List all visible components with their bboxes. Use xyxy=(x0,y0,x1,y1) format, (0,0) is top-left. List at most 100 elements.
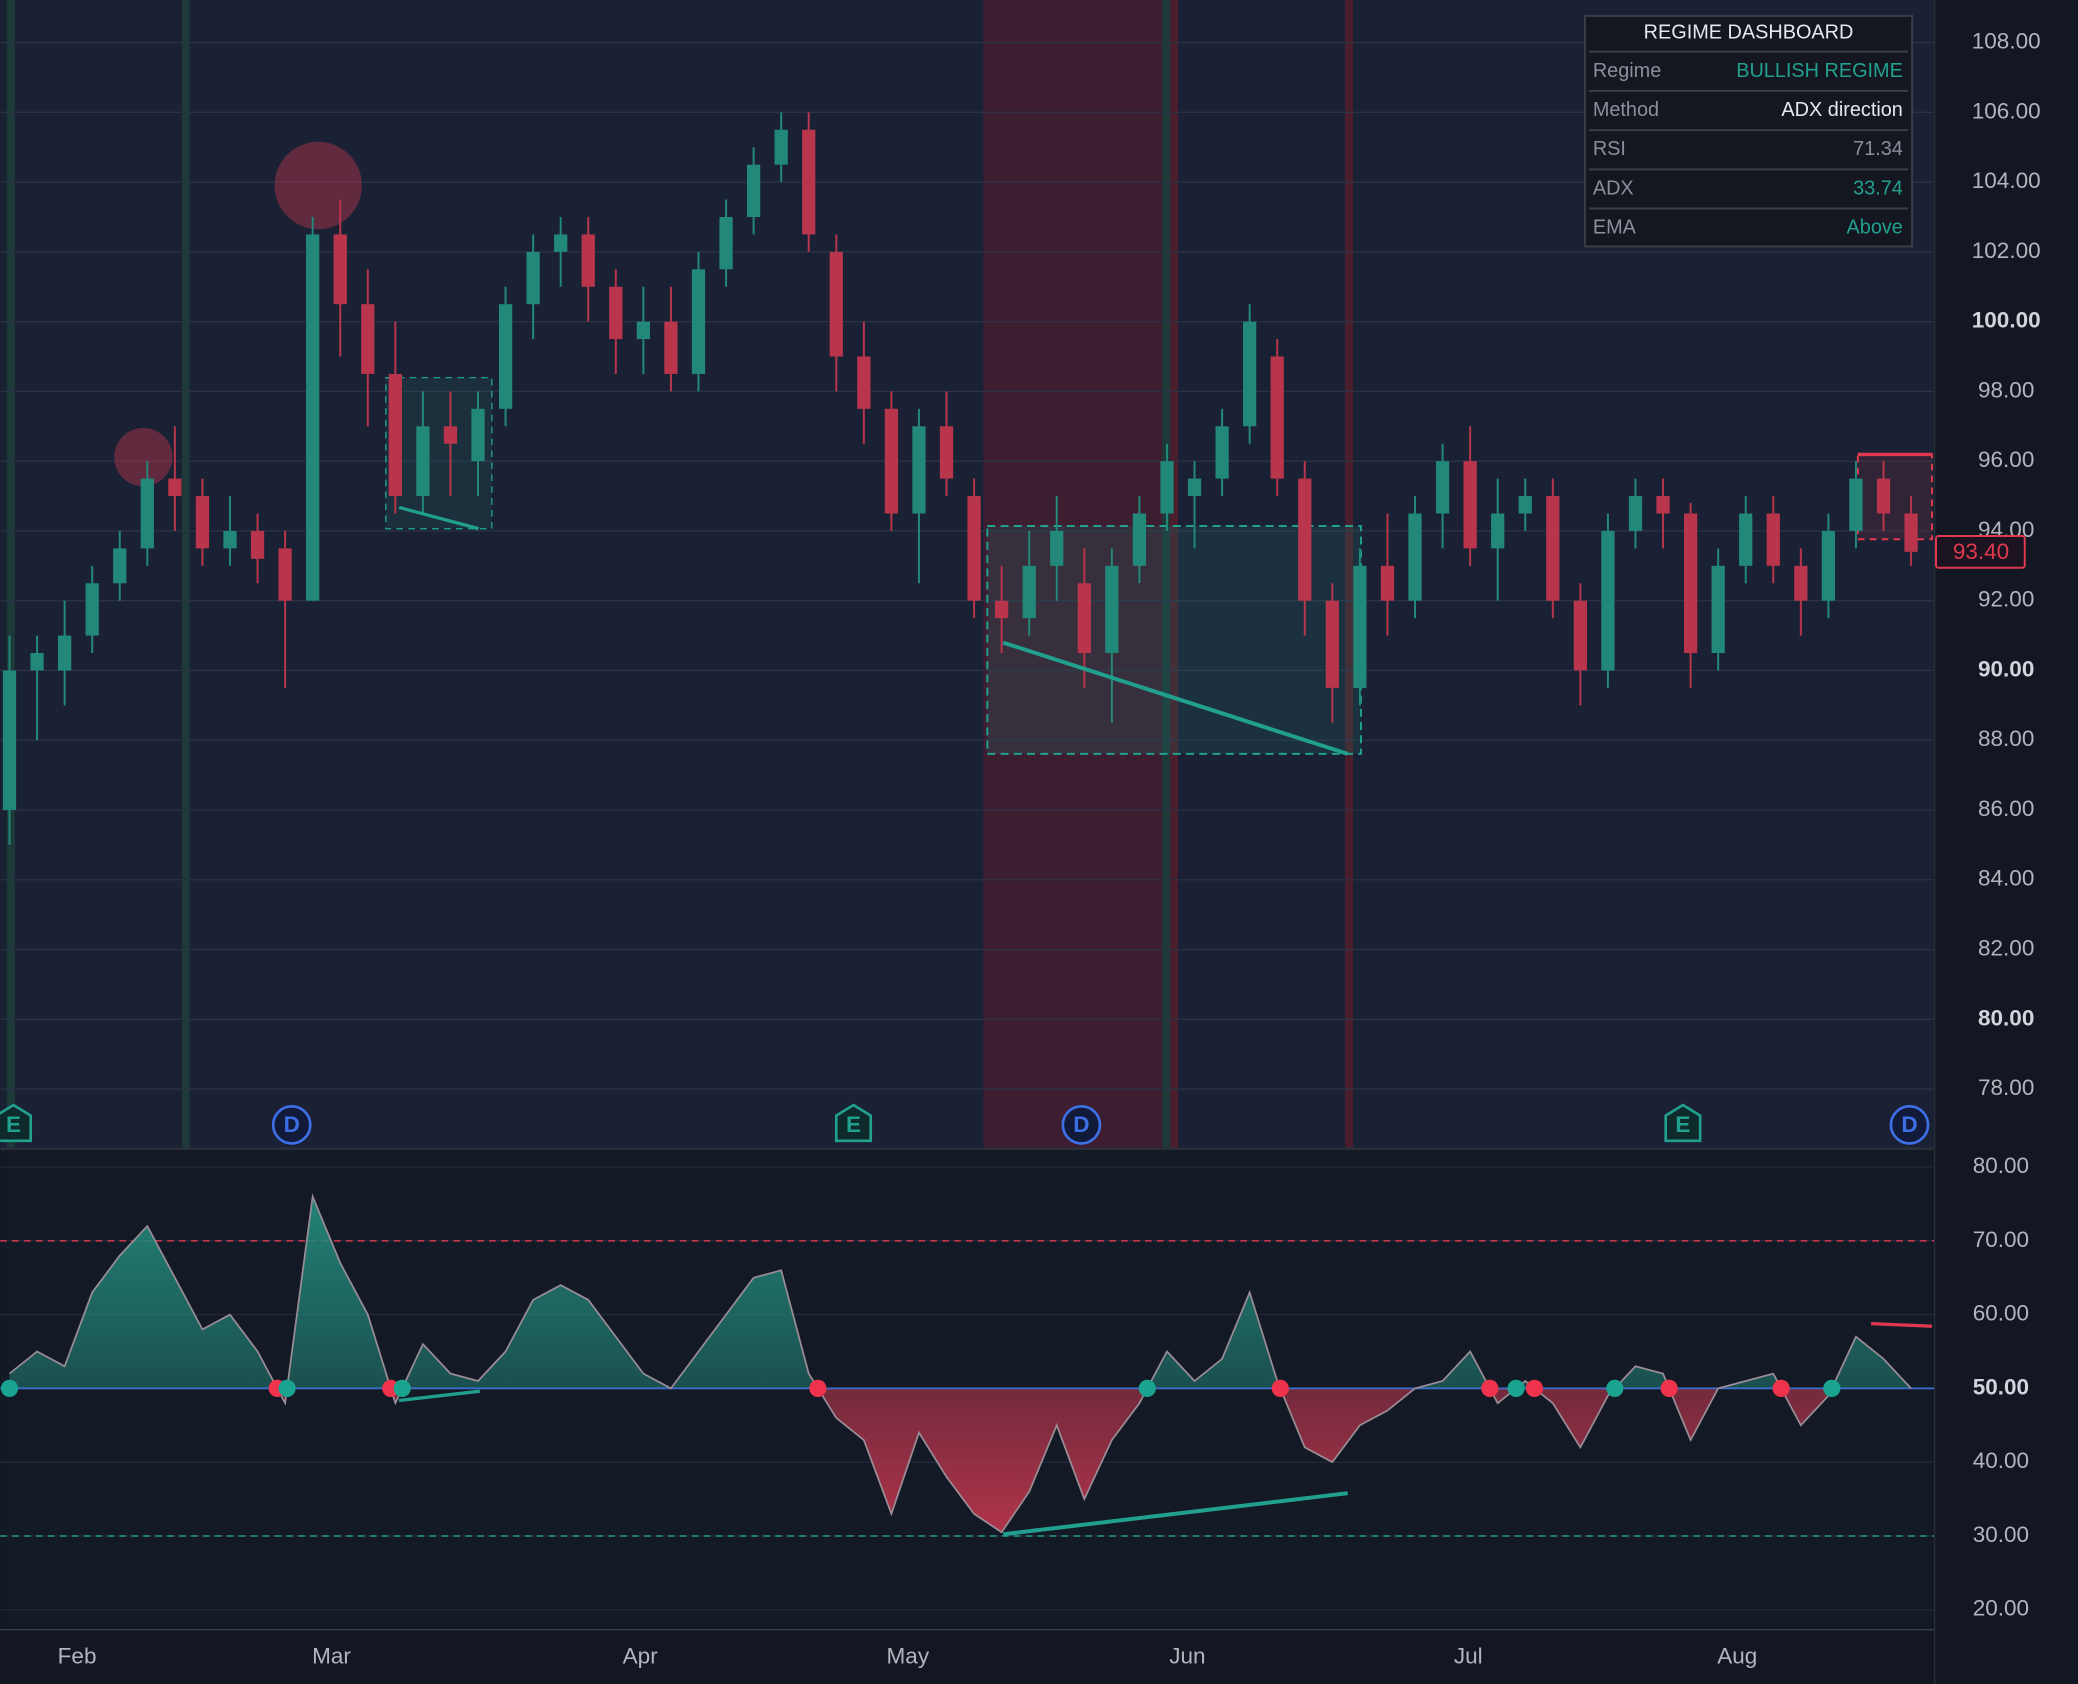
event-label: D xyxy=(1073,1112,1089,1137)
candle-body xyxy=(939,426,954,479)
candle-body xyxy=(2,670,17,811)
cross-signal xyxy=(1138,1379,1156,1397)
candle-body xyxy=(306,234,320,601)
dashboard-title: REGIME DASHBOARD xyxy=(1644,21,1854,43)
divergence-line xyxy=(1870,1321,1933,1328)
y-tick-label: 80.00 xyxy=(1978,1005,2034,1030)
y-tick-label: 108.00 xyxy=(1972,29,2041,54)
cross-signal xyxy=(1660,1379,1678,1397)
y-tick-label: 78.00 xyxy=(1978,1075,2034,1100)
candle-body xyxy=(746,164,761,217)
dashboard-panel xyxy=(1583,14,1914,248)
y-tick-label: 82.00 xyxy=(1978,935,2034,960)
y-tick-label: 30.00 xyxy=(1973,1522,2029,1547)
candle-body xyxy=(1243,321,1257,427)
candle-body xyxy=(1463,461,1477,549)
candle-body xyxy=(1270,356,1284,479)
cross-signal xyxy=(1271,1379,1289,1397)
candle-body xyxy=(388,373,402,497)
cross-signal xyxy=(809,1379,827,1397)
candle-body xyxy=(636,321,650,340)
event-badge xyxy=(834,1103,873,1143)
candle-body xyxy=(1904,513,1918,552)
cross-signal xyxy=(1823,1379,1841,1397)
y-tick-label: 88.00 xyxy=(1978,726,2034,751)
candle-body xyxy=(1325,600,1339,688)
candle-body xyxy=(884,408,899,514)
cross-signal xyxy=(1525,1379,1544,1397)
y-tick-label: 60.00 xyxy=(1973,1301,2029,1326)
dashboard-label: EMA xyxy=(1593,217,1637,239)
candle-body xyxy=(1105,565,1119,654)
cross-signal xyxy=(1606,1379,1624,1397)
cross-signal xyxy=(1507,1379,1525,1397)
candle-body xyxy=(1656,496,1670,514)
event-badge xyxy=(1664,1103,1702,1143)
cross-signal xyxy=(393,1379,411,1397)
candle-body xyxy=(1298,478,1312,601)
candle-body xyxy=(1050,530,1064,566)
dashboard-label: RSI xyxy=(1593,138,1626,160)
event-label: E xyxy=(846,1112,861,1137)
y-tick-label: 40.00 xyxy=(1973,1448,2029,1473)
candle-body xyxy=(1187,478,1202,497)
bearish-regime xyxy=(983,0,1167,1149)
x-tick-label: Apr xyxy=(623,1643,659,1668)
dashboard-value: BULLISH REGIME xyxy=(1736,60,1903,82)
candle-body xyxy=(995,600,1009,619)
divergence-line xyxy=(398,505,479,531)
candle-body xyxy=(1132,513,1147,566)
candle-body xyxy=(912,426,926,514)
candle-body xyxy=(30,653,44,671)
candle-body xyxy=(1849,478,1863,531)
candle-body xyxy=(1628,496,1643,531)
y-tick-label: 90.00 xyxy=(1978,656,2034,681)
candle-body xyxy=(1601,530,1615,671)
y-tick-label: 70.00 xyxy=(1973,1227,2029,1252)
divergence-line xyxy=(1002,640,1349,756)
rsi-area-down xyxy=(9,1388,1912,1533)
candle-body xyxy=(443,426,458,444)
candle-body xyxy=(802,129,816,235)
candle-body xyxy=(1160,461,1174,514)
rsi-line xyxy=(8,1193,1912,1534)
dashboard-value: Above xyxy=(1847,217,1903,239)
candle-body xyxy=(829,251,843,357)
y-tick-label: 98.00 xyxy=(1978,377,2034,402)
event-label: D xyxy=(1901,1112,1917,1137)
event-label: E xyxy=(1675,1112,1690,1137)
candle-body xyxy=(140,478,154,549)
candle-body xyxy=(691,269,706,374)
candle-body xyxy=(58,635,72,671)
candle-body xyxy=(1022,565,1036,619)
y-tick-label: 20.00 xyxy=(1973,1596,2029,1621)
dashboard-value: 71.34 xyxy=(1853,138,1903,160)
candle-body xyxy=(609,286,623,340)
y-tick-label: 86.00 xyxy=(1978,796,2034,821)
dashboard-label: ADX xyxy=(1593,177,1634,199)
candle-body xyxy=(664,321,678,374)
candle-body xyxy=(361,304,375,374)
candle-body xyxy=(1491,513,1505,549)
x-tick-label: Aug xyxy=(1717,1643,1757,1668)
dashboard-value: 33.74 xyxy=(1853,177,1903,199)
candle-body xyxy=(1821,530,1836,601)
cross-signal xyxy=(1772,1379,1790,1397)
x-tick-label: Mar xyxy=(312,1643,351,1668)
candle-body xyxy=(1380,565,1395,601)
y-tick-label: 96.00 xyxy=(1978,447,2034,472)
last-price-tag xyxy=(1934,534,2026,569)
y-tick-label: 102.00 xyxy=(1972,238,2041,263)
x-tick-label: Jun xyxy=(1169,1643,1205,1668)
candle-body xyxy=(1408,513,1422,601)
candle-body xyxy=(1435,461,1450,514)
event-badge xyxy=(271,1105,312,1145)
cross-signal xyxy=(278,1379,296,1397)
candle-body xyxy=(498,304,513,409)
candle-body xyxy=(967,496,981,601)
candle-body xyxy=(416,426,430,497)
event-badge xyxy=(0,1103,33,1143)
candle-body xyxy=(774,129,788,165)
candle-body xyxy=(1711,565,1725,654)
